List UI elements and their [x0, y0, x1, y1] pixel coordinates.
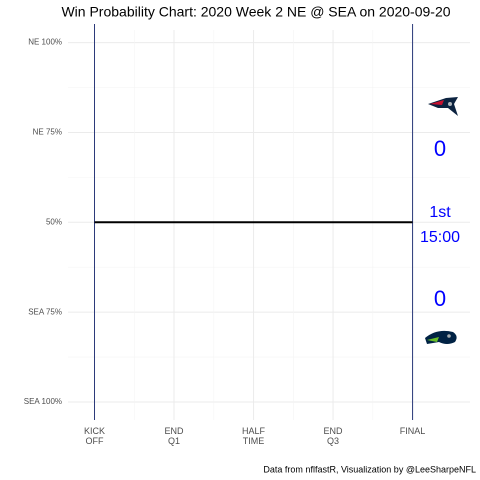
x-tick-label: HALF TIME	[242, 426, 266, 446]
ne-logo	[428, 97, 458, 116]
y-tick-label: 50%	[46, 217, 62, 226]
home-score: 0	[434, 286, 446, 311]
sea-logo	[425, 330, 457, 344]
x-tick-label: END Q3	[323, 426, 343, 446]
x-tick-label: END Q1	[164, 426, 184, 446]
y-tick-label: SEA 75%	[28, 307, 62, 316]
away-score: 0	[434, 136, 446, 161]
quarter: 1st	[429, 204, 451, 221]
y-tick-label: SEA 100%	[24, 397, 62, 406]
y-tick-label: NE 100%	[28, 38, 62, 47]
x-tick-label: KICK OFF	[83, 426, 105, 446]
chart-title: Win Probability Chart: 2020 Week 2 NE @ …	[61, 4, 450, 20]
y-tick-label: NE 75%	[33, 128, 62, 137]
x-tick-label: FINAL	[399, 426, 426, 436]
clock: 15:00	[420, 229, 460, 246]
caption: Data from nflfastR, Visualization by @Le…	[263, 464, 476, 474]
